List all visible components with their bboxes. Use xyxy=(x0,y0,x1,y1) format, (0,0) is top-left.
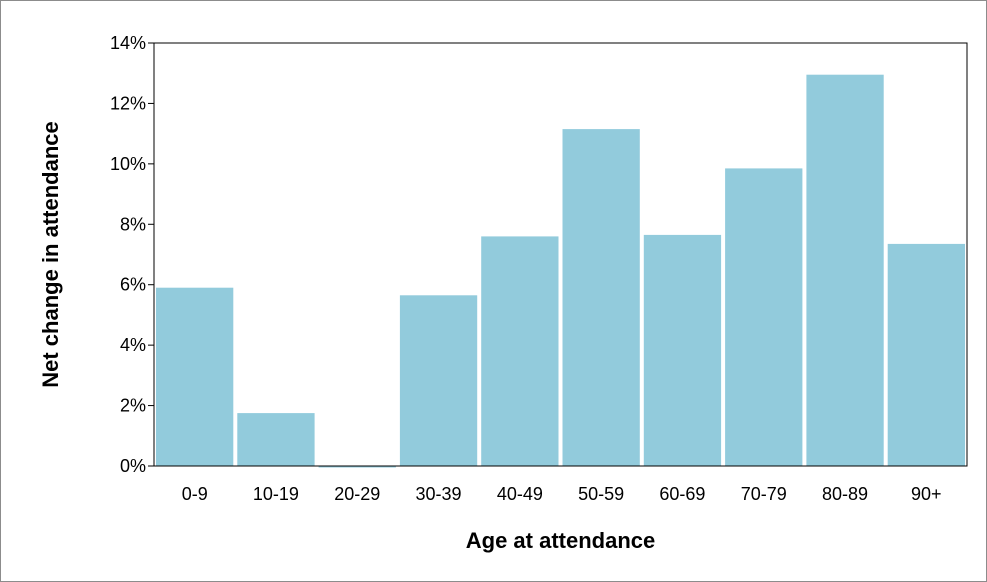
bar-50-59 xyxy=(562,129,640,466)
bars-group xyxy=(156,74,965,468)
x-tick-label: 90+ xyxy=(911,484,942,504)
y-tick-label: 12% xyxy=(110,93,146,113)
x-axis-title: Age at attendance xyxy=(466,528,656,553)
bar-90+ xyxy=(887,243,965,466)
y-axis-title: Net change in attendance xyxy=(38,121,63,388)
bar-30-39 xyxy=(399,295,478,466)
y-tick-label: 4% xyxy=(120,335,146,355)
bar-60-69 xyxy=(643,234,722,466)
bar-40-49 xyxy=(481,236,559,466)
y-tick-label: 2% xyxy=(120,396,146,416)
x-tick-label: 80-89 xyxy=(822,484,868,504)
y-tick-label: 0% xyxy=(120,456,146,476)
bar-20-29 xyxy=(318,466,396,468)
y-tick-label: 14% xyxy=(110,33,146,53)
x-tick-label: 20-29 xyxy=(334,484,380,504)
x-tick-label: 60-69 xyxy=(659,484,705,504)
x-axis-ticks: 0-9 10-19 20-29 30-39 40-49 50-59 60-69 70-79 80… xyxy=(182,484,942,504)
x-tick-label: 50-59 xyxy=(578,484,624,504)
bar-80-89 xyxy=(806,74,884,466)
x-tick-label: 70-79 xyxy=(741,484,787,504)
bar-0-9 xyxy=(156,287,234,466)
y-tick-label: 10% xyxy=(110,154,146,174)
plot-area-border xyxy=(153,42,968,467)
bar-10-19 xyxy=(237,413,315,466)
y-axis-ticks: 0% 2% 4% 6% 8% 10% 12% 14% xyxy=(110,33,154,476)
x-tick-label: 0-9 xyxy=(182,484,208,504)
bar-70-79 xyxy=(725,168,803,466)
x-tick-label: 40-49 xyxy=(497,484,543,504)
y-tick-label: 8% xyxy=(120,214,146,234)
y-tick-label: 6% xyxy=(120,275,146,295)
x-tick-label: 10-19 xyxy=(253,484,299,504)
x-tick-label: 30-39 xyxy=(415,484,461,504)
